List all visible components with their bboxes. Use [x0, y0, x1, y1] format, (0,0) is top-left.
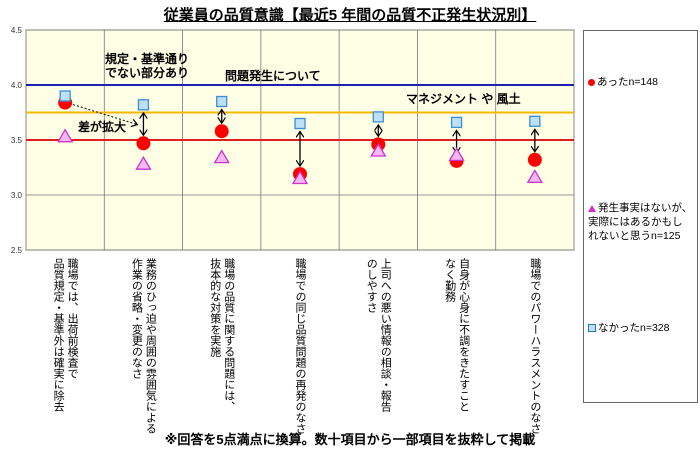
circle-marker-icon	[588, 78, 595, 86]
x-category-label: 業務のひっ迫や周囲の雰囲気による 作業の省略・変更のなさ	[130, 258, 157, 434]
data-point-circle	[527, 152, 542, 167]
y-tick-label: 4.5	[11, 26, 23, 35]
data-point-triangle	[448, 147, 465, 162]
data-point-square	[294, 117, 306, 130]
data-point-square	[450, 116, 463, 129]
annotation-problem: 問題発生について	[225, 68, 321, 83]
annotation-problem-line: 問題発生について	[225, 68, 321, 83]
y-tick-label: 2.5	[11, 246, 23, 255]
data-point-triangle	[57, 128, 74, 143]
x-category-label: 職場では、出荷前検査で 品質規定・基準外は確実に除去	[52, 258, 79, 412]
legend: あったn=148 発生事実はないが、 実際にはあるかもし れないと思うn=125…	[583, 30, 698, 403]
data-point-triangle	[526, 169, 543, 184]
data-point-circle	[214, 124, 229, 139]
data-point-triangle	[370, 142, 387, 157]
x-category-label: 職場でのパワーハラスメントのなさ	[528, 258, 541, 434]
data-point-circle	[136, 136, 151, 151]
square-marker-icon	[588, 324, 596, 333]
legend-item-occurred: あったn=148	[588, 75, 658, 89]
x-category-label: 職場での同じ品質問題の再発のなさ	[294, 258, 306, 434]
annotation-rule-gap: 規定・基準通りでない部分あり	[105, 51, 189, 80]
legend-label: あったn=148	[597, 76, 658, 88]
y-tick-label: 3.0	[11, 191, 23, 200]
data-point-square	[137, 99, 150, 111]
data-point-square	[59, 90, 71, 102]
annotation-rule-gap-line: 規定・基準通り	[105, 51, 189, 66]
legend-item-none: なかったn=328	[588, 321, 670, 335]
chart-title: 従業員の品質意識【最近5 年間の品質不正発生状況別】	[163, 7, 537, 24]
y-tick-label: 4.0	[11, 81, 23, 90]
data-point-square	[216, 95, 228, 108]
y-tick-label: 3.5	[11, 136, 23, 145]
triangle-marker-icon	[588, 205, 596, 212]
annotation-rule-gap-line: でない部分あり	[105, 65, 189, 80]
footnote: ※回答を5点満点に換算。数十項目から一部項目を抜粋して掲載	[164, 432, 536, 447]
data-point-square	[529, 115, 541, 127]
legend-item-maybe: 発生事実はないが、 実際にはあるかもし れないと思うn=125	[588, 201, 692, 243]
annotation-management-line: マネジメント や 風土	[406, 91, 521, 106]
annotation-gap-widened-line: 差が拡大	[77, 119, 126, 134]
legend-label: なかったn=328	[598, 322, 670, 334]
data-point-triangle	[135, 155, 152, 170]
annotation-gap-widened: 差が拡大	[77, 119, 126, 134]
data-point-square	[372, 111, 384, 123]
x-category-label: 職場の品質に関する問題には、 抜本的な対策を実施	[208, 258, 235, 412]
gap-widened-arrow	[72, 104, 137, 125]
x-category-label: 上司への悪い情報の相談・報告 のしやすさ	[365, 258, 392, 412]
legend-label: 発生事実はないが、 実際にはあるかもし れないと思うn=125	[588, 202, 693, 242]
data-point-triangle	[291, 170, 309, 185]
annotation-management: マネジメント や 風土	[406, 91, 521, 106]
data-point-triangle	[213, 149, 230, 164]
x-category-label: 自身が心身に不調をきたすこと なく勤務	[443, 258, 470, 412]
